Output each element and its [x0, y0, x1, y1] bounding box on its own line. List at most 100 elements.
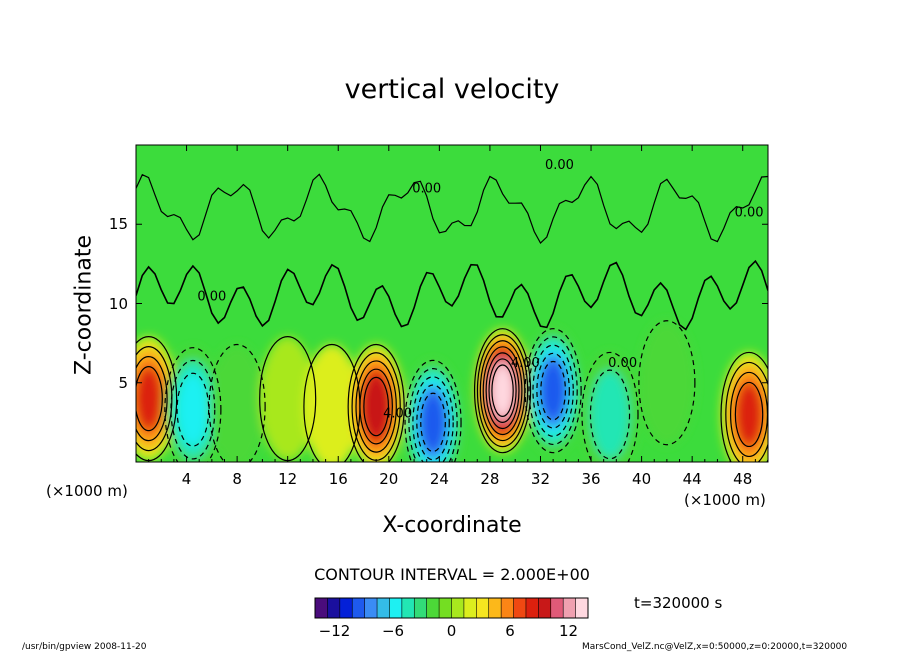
chart-title: vertical velocity — [344, 74, 560, 105]
contour-8-2 — [532, 344, 574, 437]
contour-1-2 — [176, 372, 210, 447]
colorbar-tick-label: 6 — [505, 622, 515, 640]
x-tick-label: 24 — [429, 470, 449, 488]
colorbar-swatch-2 — [339, 598, 353, 618]
y-tick-label: 10 — [108, 294, 128, 313]
colorbar-swatch-17 — [525, 598, 539, 618]
colorbar-tick-label: 12 — [558, 622, 579, 640]
field-cell-8-level-4 — [540, 361, 566, 420]
contour-5-3 — [359, 368, 393, 445]
x-tick-label: 16 — [328, 470, 348, 488]
colorbar-swatch-5 — [377, 598, 390, 618]
x-axis-label: X-coordinate — [382, 513, 522, 538]
contour-11-3 — [734, 381, 764, 448]
colorbar-swatch-21 — [575, 598, 589, 618]
field-cell-5-level-4 — [363, 377, 389, 436]
colorbar-tick-label: −6 — [381, 622, 405, 640]
y-tick-label: 15 — [108, 215, 128, 234]
x-tick-label: 40 — [632, 470, 652, 488]
contour-2-0 — [208, 343, 266, 462]
contour-0-3 — [136, 366, 163, 432]
colorbar-swatch-12 — [463, 598, 477, 618]
contour-6-2 — [412, 376, 454, 462]
contour-label-2: 0.00 — [735, 205, 764, 220]
contour-5-2 — [355, 360, 397, 453]
x-tick-label: 20 — [379, 470, 399, 488]
axis-ticks — [136, 145, 768, 462]
colorbar-swatch-18 — [538, 598, 552, 618]
plot-area: 0.00 0.00 0.00 0.00 4.00 4.00 0.00 — [136, 145, 768, 462]
x-tick-label: 48 — [733, 470, 753, 488]
contour-7-4 — [485, 352, 520, 430]
field-cell-6-level-4 — [420, 393, 446, 452]
colorbar-swatch-19 — [550, 598, 564, 618]
contour-label-6: 0.00 — [608, 356, 637, 371]
contour-9-0 — [581, 351, 639, 462]
y-tick-label: 5 — [118, 373, 128, 392]
contour-labels: 0.00 0.00 0.00 0.00 4.00 4.00 0.00 — [197, 158, 763, 422]
contour-6-4 — [420, 392, 446, 453]
colorbar-swatch-0 — [315, 598, 328, 618]
contour-9-1 — [589, 369, 631, 460]
field-cell-9-level-1 — [590, 370, 630, 459]
contour-label-5: 4.00 — [511, 356, 540, 371]
colorbar-swatch-11 — [451, 598, 465, 618]
footer-left: /usr/bin/gpview 2008-11-20 — [22, 642, 147, 652]
colorbar-swatch-20 — [563, 598, 576, 618]
contour-label-1: 0.00 — [545, 158, 574, 173]
contour-label-4: 4.00 — [383, 407, 412, 422]
field-cell-3-level-0 — [259, 336, 316, 461]
contour-8-4 — [540, 360, 567, 421]
contour-10-0 — [638, 320, 696, 446]
colorbar-swatch-13 — [476, 598, 490, 618]
colorbar-frame — [314, 597, 589, 619]
zero-contour — [136, 259, 768, 331]
x-unit-right: (×1000 m) — [684, 491, 766, 509]
contour-6-3 — [416, 384, 450, 461]
x-tick-label: 36 — [581, 470, 601, 488]
field-cell-10-level-0 — [638, 320, 695, 445]
contour-1-0 — [164, 347, 222, 462]
contour-11-0 — [720, 351, 768, 462]
field-cell-1-level-2 — [177, 373, 209, 447]
contour-7-6 — [491, 364, 514, 417]
field-cell-7-level-6 — [491, 364, 514, 417]
field-cell-2-level-0 — [209, 344, 266, 462]
x-unit-left: (×1000 m) — [46, 482, 128, 500]
contour-interval: CONTOUR INTERVAL = 2.000E+00 — [314, 565, 590, 584]
upper-contour — [136, 173, 768, 244]
contour-5-0 — [347, 343, 405, 462]
contour-8-1 — [528, 336, 578, 446]
x-tick-label: 12 — [278, 470, 298, 488]
contour-0-2 — [136, 356, 168, 442]
x-tick-label: 8 — [232, 470, 242, 488]
contour-11-2 — [730, 371, 768, 458]
time-label: t=320000 s — [634, 594, 723, 612]
colorbar-swatch-3 — [352, 598, 365, 618]
colorbar-swatch-8 — [414, 598, 427, 618]
colorbar-swatch-16 — [513, 598, 527, 618]
contour-label-0: 0.00 — [412, 182, 441, 197]
contour-7-1 — [476, 334, 529, 448]
contour-6-0 — [404, 359, 462, 462]
x-tick-label: 44 — [682, 470, 702, 488]
contour-7-3 — [482, 346, 523, 436]
field-cell-11-level-3 — [735, 382, 763, 447]
contour-5-4 — [363, 376, 390, 437]
contour-lines — [136, 173, 768, 462]
contour-8-0 — [524, 328, 582, 454]
contour-7-0 — [473, 328, 532, 454]
colorbar — [314, 597, 589, 619]
colorbar-swatch-10 — [439, 598, 452, 618]
colorbar-swatch-15 — [501, 598, 514, 618]
contour-1-1 — [170, 359, 216, 460]
contour-6-1 — [408, 368, 458, 462]
colorbar-swatch-1 — [327, 598, 341, 618]
x-tick-label: 32 — [530, 470, 551, 488]
footer-right: MarsCond_VelZ.nc@VelZ,x=0:50000,z=0:2000… — [582, 642, 848, 652]
field-cell-4-level-0 — [303, 344, 360, 462]
field-cell-0-level-3 — [136, 366, 163, 431]
colorbar-swatch-14 — [488, 598, 502, 618]
contour-7-5 — [488, 358, 517, 424]
